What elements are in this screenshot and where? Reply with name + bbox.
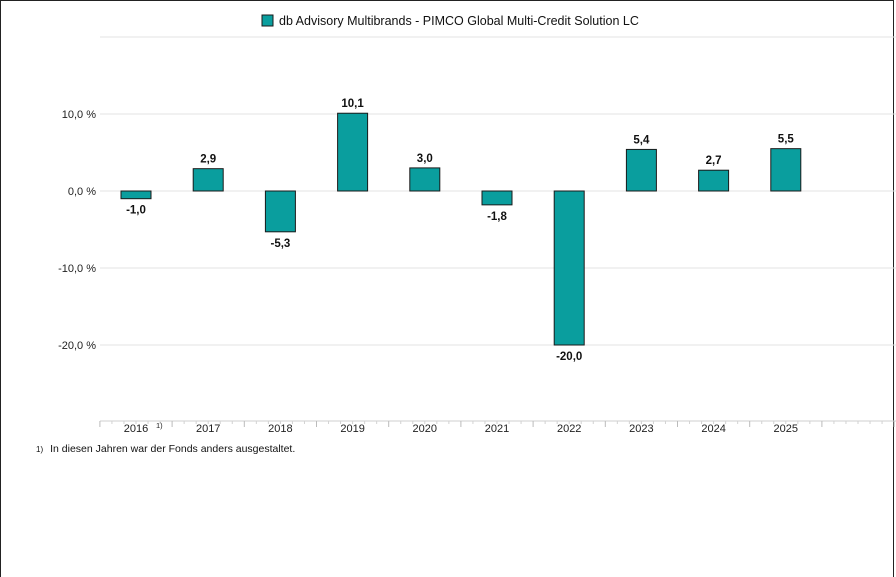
data-label-2023: 5,4 <box>633 134 650 146</box>
x-tick-label-2020: 2020 <box>413 423 437 435</box>
data-label-2025: 5,5 <box>778 134 795 146</box>
x-tick-label-2024: 2024 <box>701 423 725 435</box>
x-tick-label-2018: 2018 <box>268 423 292 435</box>
bar-2022 <box>553 190 585 346</box>
x-tick-footnote-mark: 1) <box>156 421 163 430</box>
bar-2018 <box>264 190 296 233</box>
bar-2020 <box>409 167 441 192</box>
bar-2016 <box>120 190 152 200</box>
y-tick-label: 10,0 % <box>62 109 96 121</box>
data-labels: -1,0 2,9 -5,3 10,1 3,0 -1,8 -20,0 5,4 2,7 5,5 <box>126 98 794 363</box>
data-label-2024: 2,7 <box>706 155 722 167</box>
footnote: 1) In diesen Jahren war der Fonds anders … <box>36 443 295 455</box>
x-tick-label-2017: 2017 <box>196 423 220 435</box>
bar-2024 <box>698 169 730 192</box>
data-label-2016: -1,0 <box>126 205 146 217</box>
y-tick-label: 0,0 % <box>68 186 96 198</box>
data-label-2022: -20,0 <box>556 351 582 363</box>
data-label-2019: 10,1 <box>341 98 364 110</box>
data-label-2017: 2,9 <box>200 154 216 166</box>
x-tick-label-2016: 2016 <box>124 423 148 435</box>
data-label-2018: -5,3 <box>270 238 290 250</box>
x-tick-label-2021: 2021 <box>485 423 509 435</box>
bar-2019 <box>337 112 369 192</box>
footnote-marker: 1) <box>36 445 44 454</box>
bar-2023 <box>625 148 657 192</box>
data-label-2021: -1,8 <box>487 211 507 223</box>
x-tick-label-2022: 2022 <box>557 423 581 435</box>
legend-swatch <box>261 14 274 27</box>
y-tick-label: -10,0 % <box>58 263 96 275</box>
x-tick-label-2023: 2023 <box>629 423 653 435</box>
data-label-2020: 3,0 <box>417 153 433 165</box>
gridlines <box>100 36 896 346</box>
legend-label: db Advisory Multibrands - PIMCO Global M… <box>279 14 639 28</box>
x-tick-label-2019: 2019 <box>340 423 364 435</box>
bar-2017 <box>192 168 224 192</box>
bar-2025 <box>770 148 802 192</box>
x-tick-label-2025: 2025 <box>774 423 798 435</box>
x-axis: 2016 1) 2017 2018 2019 2020 2021 2022 2023 2024 20… <box>99 420 896 435</box>
bars <box>120 112 802 346</box>
footnote-text: In diesen Jahren war der Fonds anders au… <box>50 443 296 455</box>
legend: db Advisory Multibrands - PIMCO Global M… <box>261 14 639 28</box>
y-axis: 10,0 % 0,0 % -10,0 % -20,0 % <box>58 109 96 352</box>
bar-2021 <box>481 190 513 206</box>
y-tick-label: -20,0 % <box>58 340 96 352</box>
